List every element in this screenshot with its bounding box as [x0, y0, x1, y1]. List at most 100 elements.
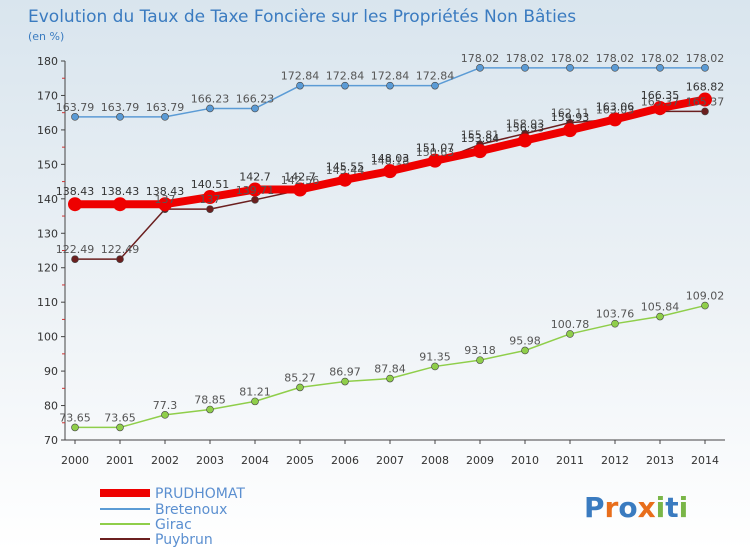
data-label-prudhomat: 142.7: [239, 171, 271, 184]
data-label-puybrun: 165.37: [686, 95, 725, 108]
data-label-prudhomat: 153.84: [461, 132, 500, 145]
data-point-prudhomat: [338, 172, 352, 187]
data-label-bretenoux: 178.02: [596, 52, 635, 65]
data-label-puybrun: 150.63: [416, 146, 455, 159]
data-label-bretenoux: 172.84: [281, 70, 320, 83]
data-point-prudhomat: [203, 190, 217, 205]
data-label-prudhomat: 151.07: [416, 142, 455, 155]
x-tick-label: 2005: [286, 454, 314, 467]
chart-subtitle: (en %): [28, 30, 64, 43]
y-tick-label: 100: [37, 331, 58, 344]
data-label-girac: 95.98: [509, 334, 541, 347]
data-point-girac: [521, 346, 529, 355]
data-point-bretenoux: [251, 104, 259, 113]
data-label-girac: 100.78: [551, 318, 590, 331]
data-point-puybrun: [701, 107, 709, 116]
logo-text: Proxiti: [584, 491, 688, 524]
data-point-bretenoux: [431, 81, 439, 90]
x-tick-label: 2002: [151, 454, 179, 467]
data-point-prudhomat: [653, 101, 667, 116]
logo-letter: i: [679, 491, 689, 524]
data-label-bretenoux: 172.84: [371, 70, 410, 83]
data-point-puybrun: [71, 255, 79, 263]
legend-label-girac: Girac: [155, 517, 192, 533]
data-label-prudhomat: 138.43: [101, 185, 140, 198]
y-tick-label: 140: [37, 193, 58, 206]
data-label-girac: 73.65: [59, 411, 91, 424]
data-label-bretenoux: 163.79: [146, 101, 185, 114]
x-tick-label: 2004: [241, 454, 269, 467]
data-point-bretenoux: [611, 64, 619, 72]
data-point-prudhomat: [563, 123, 577, 138]
x-tick-label: 2013: [646, 454, 674, 467]
data-point-bretenoux: [296, 81, 304, 90]
x-tick-label: 2010: [511, 454, 539, 467]
data-label-puybrun: 165.37: [641, 95, 680, 108]
data-label-puybrun: 163.03: [596, 103, 635, 116]
y-tick-label: 150: [37, 158, 58, 171]
x-tick-label: 2014: [691, 454, 719, 467]
data-point-bretenoux: [656, 64, 664, 72]
data-point-prudhomat: [698, 92, 712, 107]
data-point-prudhomat: [113, 197, 127, 212]
logo-letter: r: [605, 491, 619, 524]
data-label-puybrun: 137: [155, 193, 176, 206]
data-point-puybrun: [206, 205, 214, 213]
data-label-girac: 103.76: [596, 308, 635, 321]
data-label-puybrun: 145.44: [326, 164, 365, 177]
data-point-bretenoux: [386, 81, 394, 90]
data-label-puybrun: 158.93: [506, 118, 545, 131]
data-label-girac: 105.84: [641, 301, 680, 314]
data-label-bretenoux: 163.79: [56, 101, 95, 114]
data-point-girac: [476, 356, 484, 364]
data-label-girac: 91.35: [419, 350, 451, 363]
data-point-girac: [251, 397, 259, 406]
data-label-prudhomat: 163.06: [596, 100, 635, 113]
data-point-bretenoux: [566, 64, 574, 72]
data-point-prudhomat: [68, 197, 82, 212]
x-tick-label: 2008: [421, 454, 449, 467]
data-point-bretenoux: [476, 64, 484, 72]
data-label-girac: 85.27: [284, 371, 316, 384]
data-label-puybrun: 142.56: [281, 174, 320, 187]
legend-label-puybrun: Puybrun: [155, 532, 213, 548]
data-point-prudhomat: [473, 144, 487, 159]
data-label-bretenoux: 178.02: [461, 52, 500, 65]
y-tick-label: 90: [44, 365, 58, 378]
x-tick-label: 2003: [196, 454, 224, 467]
x-tick-label: 2001: [106, 454, 134, 467]
x-tick-label: 2006: [331, 454, 359, 467]
data-label-girac: 87.84: [374, 363, 406, 376]
y-tick-label: 180: [37, 55, 58, 68]
data-point-prudhomat: [158, 197, 172, 212]
x-tick-label: 2011: [556, 454, 584, 467]
legend-label-prudhomat: PRUDHOMAT: [155, 486, 245, 502]
legend-label-bretenoux: Bretenoux: [155, 502, 227, 518]
data-point-girac: [71, 423, 79, 432]
y-tick-label: 110: [37, 296, 58, 309]
data-point-prudhomat: [518, 133, 532, 148]
logo-letter: o: [618, 491, 637, 524]
data-point-bretenoux: [341, 81, 349, 90]
data-point-bretenoux: [161, 113, 169, 121]
logo-letter: i: [656, 491, 666, 524]
data-label-prudhomat: 156.93: [506, 121, 545, 134]
data-label-bretenoux: 178.02: [641, 52, 680, 65]
data-label-prudhomat: 166.35: [641, 89, 680, 102]
data-label-prudhomat: 142.7: [284, 171, 316, 184]
data-label-puybrun: 137: [200, 193, 221, 206]
data-label-prudhomat: 138.43: [56, 185, 95, 198]
data-label-girac: 73.65: [104, 411, 136, 424]
data-label-girac: 81.21: [239, 385, 271, 398]
series-layer: [68, 64, 712, 432]
logo-letter: P: [584, 491, 605, 524]
data-point-girac: [431, 362, 439, 371]
data-label-bretenoux: 178.02: [551, 52, 590, 65]
data-label-puybrun: 155.81: [461, 128, 500, 141]
data-point-bretenoux: [71, 113, 79, 121]
data-point-girac: [656, 312, 664, 321]
x-tick-label: 2007: [376, 454, 404, 467]
data-point-bretenoux: [116, 113, 124, 121]
